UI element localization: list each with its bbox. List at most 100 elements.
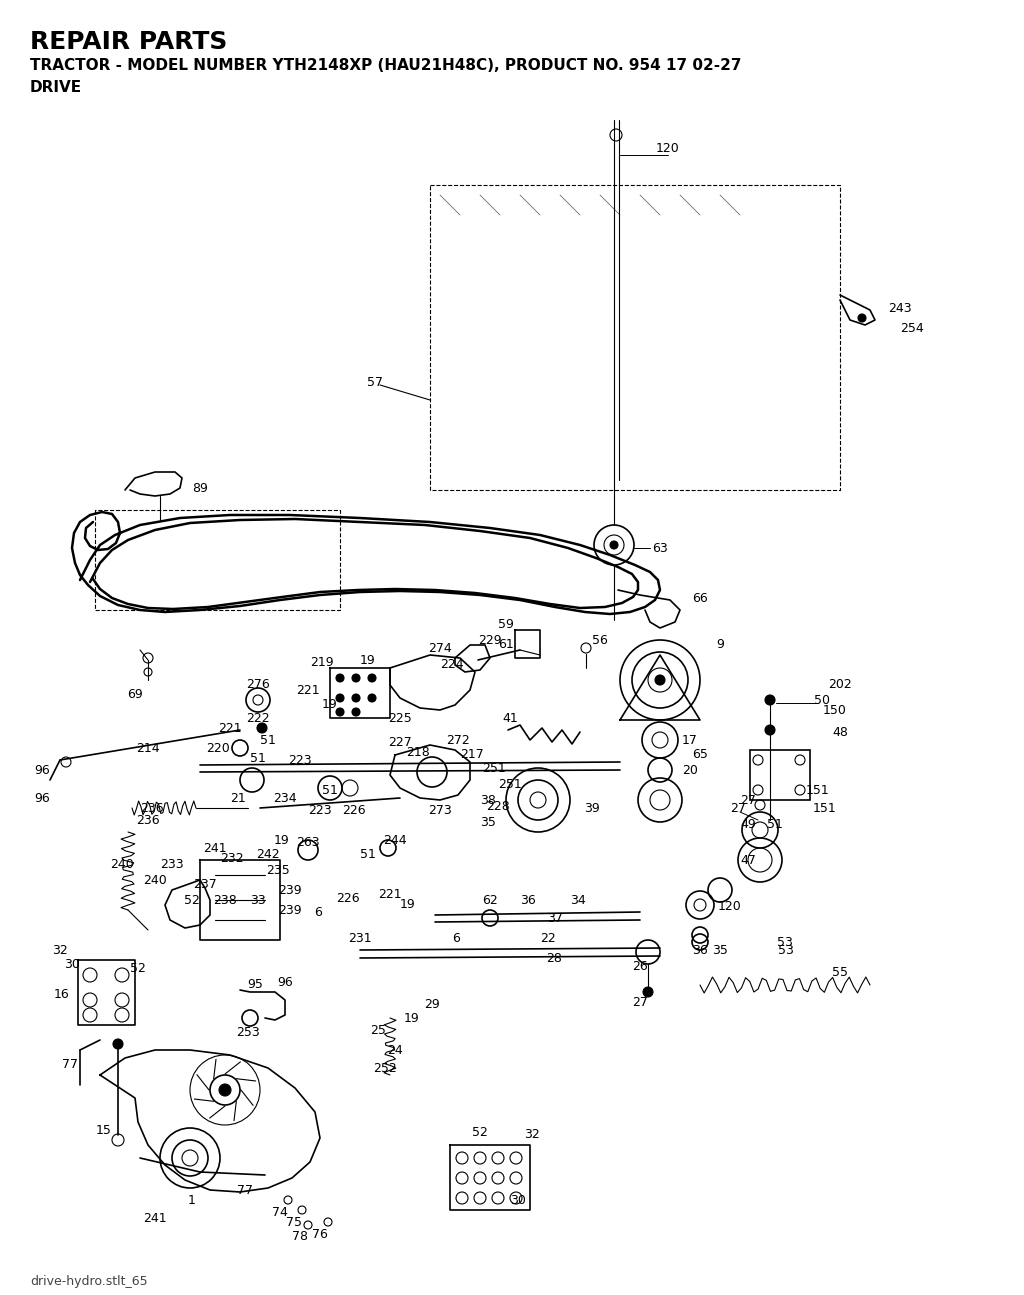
Text: 57: 57 — [367, 376, 383, 388]
Circle shape — [765, 695, 775, 704]
Circle shape — [257, 723, 267, 733]
Text: 221: 221 — [296, 684, 319, 697]
Text: 274: 274 — [428, 641, 452, 654]
Text: 89: 89 — [193, 482, 208, 495]
Text: 53: 53 — [778, 944, 794, 957]
Text: 239: 239 — [279, 883, 302, 896]
Text: 96: 96 — [278, 975, 293, 988]
Text: 243: 243 — [888, 302, 911, 315]
Circle shape — [219, 1084, 231, 1096]
Circle shape — [352, 694, 360, 702]
Circle shape — [610, 541, 618, 549]
Text: REPAIR PARTS: REPAIR PARTS — [30, 30, 227, 54]
Text: 227: 227 — [388, 736, 412, 749]
Text: drive-hydro.stlt_65: drive-hydro.stlt_65 — [30, 1276, 147, 1289]
Text: 35: 35 — [480, 816, 496, 829]
Text: 226: 226 — [336, 891, 359, 904]
Text: 36: 36 — [520, 894, 536, 906]
Text: 241: 241 — [143, 1212, 167, 1225]
Text: 76: 76 — [312, 1228, 328, 1241]
Text: 219: 219 — [310, 655, 334, 668]
Text: 52: 52 — [130, 961, 146, 975]
Text: 240: 240 — [143, 874, 167, 887]
Text: 41: 41 — [502, 711, 518, 724]
Text: 218: 218 — [407, 746, 430, 759]
Circle shape — [858, 313, 866, 322]
Text: 251: 251 — [482, 761, 506, 774]
Text: 96: 96 — [34, 791, 50, 804]
Text: 32: 32 — [52, 944, 68, 957]
Text: 253: 253 — [237, 1026, 260, 1039]
Text: 1: 1 — [188, 1194, 196, 1207]
Text: 48: 48 — [833, 725, 848, 738]
Text: 51: 51 — [323, 783, 338, 796]
Text: 226: 226 — [342, 803, 366, 817]
Text: 65: 65 — [692, 749, 708, 761]
Text: 19: 19 — [400, 899, 416, 912]
Text: 47: 47 — [740, 853, 756, 866]
Text: 52: 52 — [472, 1125, 488, 1138]
Circle shape — [336, 673, 344, 682]
Text: 241: 241 — [203, 842, 226, 855]
Circle shape — [352, 708, 360, 716]
Text: 222: 222 — [246, 711, 269, 724]
Text: 9: 9 — [716, 638, 724, 651]
Text: 240: 240 — [111, 859, 134, 872]
Text: 30: 30 — [510, 1194, 526, 1207]
Text: 231: 231 — [348, 931, 372, 944]
Text: 75: 75 — [286, 1216, 302, 1229]
Text: 233: 233 — [160, 859, 184, 872]
Text: 25: 25 — [370, 1023, 386, 1036]
Bar — [750, 750, 810, 800]
Text: 16: 16 — [54, 988, 70, 1001]
Text: 239: 239 — [279, 904, 302, 917]
Text: 39: 39 — [584, 802, 600, 815]
Circle shape — [643, 987, 653, 997]
Text: 272: 272 — [446, 733, 470, 746]
Text: 232: 232 — [220, 852, 244, 865]
Text: 51: 51 — [260, 733, 275, 746]
Text: 29: 29 — [424, 998, 440, 1011]
Text: 22: 22 — [540, 931, 556, 944]
Text: 242: 242 — [256, 848, 280, 861]
Text: 36: 36 — [692, 944, 708, 957]
Text: 78: 78 — [292, 1230, 308, 1243]
Text: TRACTOR - MODEL NUMBER YTH2148XP (HAU21H48C), PRODUCT NO. 954 17 02-27: TRACTOR - MODEL NUMBER YTH2148XP (HAU21H… — [30, 58, 741, 73]
Text: 151: 151 — [813, 802, 837, 815]
Circle shape — [352, 673, 360, 682]
Text: 235: 235 — [266, 864, 290, 877]
Text: DRIVE: DRIVE — [30, 80, 82, 95]
Text: 263: 263 — [296, 835, 319, 848]
Text: 276: 276 — [246, 677, 270, 690]
Text: 19: 19 — [323, 698, 338, 711]
Text: 252: 252 — [373, 1062, 397, 1075]
Text: 221: 221 — [378, 888, 401, 901]
Text: 244: 244 — [383, 834, 407, 847]
Text: 35: 35 — [712, 944, 728, 957]
Text: 17: 17 — [682, 733, 698, 746]
Text: 234: 234 — [273, 791, 297, 804]
Text: 15: 15 — [96, 1124, 112, 1137]
Text: 214: 214 — [136, 742, 160, 755]
Text: 20: 20 — [682, 764, 698, 777]
Text: 66: 66 — [692, 592, 708, 605]
Text: 225: 225 — [388, 711, 412, 724]
Text: 202: 202 — [828, 679, 852, 692]
Circle shape — [368, 694, 376, 702]
Text: 37: 37 — [547, 912, 563, 925]
Circle shape — [765, 725, 775, 736]
Text: 26: 26 — [632, 960, 648, 973]
Text: 69: 69 — [127, 689, 143, 702]
Text: 53: 53 — [777, 935, 793, 948]
Text: 19: 19 — [360, 654, 376, 667]
Text: 228: 228 — [486, 799, 510, 812]
Text: 221: 221 — [218, 721, 242, 734]
Text: 229: 229 — [478, 633, 502, 646]
Text: 217: 217 — [460, 747, 484, 760]
Text: 151: 151 — [806, 783, 829, 796]
Text: 52: 52 — [184, 894, 200, 906]
Text: 251: 251 — [498, 778, 522, 791]
Text: 27: 27 — [740, 794, 756, 807]
Text: 220: 220 — [206, 742, 229, 755]
Text: 59: 59 — [498, 619, 514, 632]
